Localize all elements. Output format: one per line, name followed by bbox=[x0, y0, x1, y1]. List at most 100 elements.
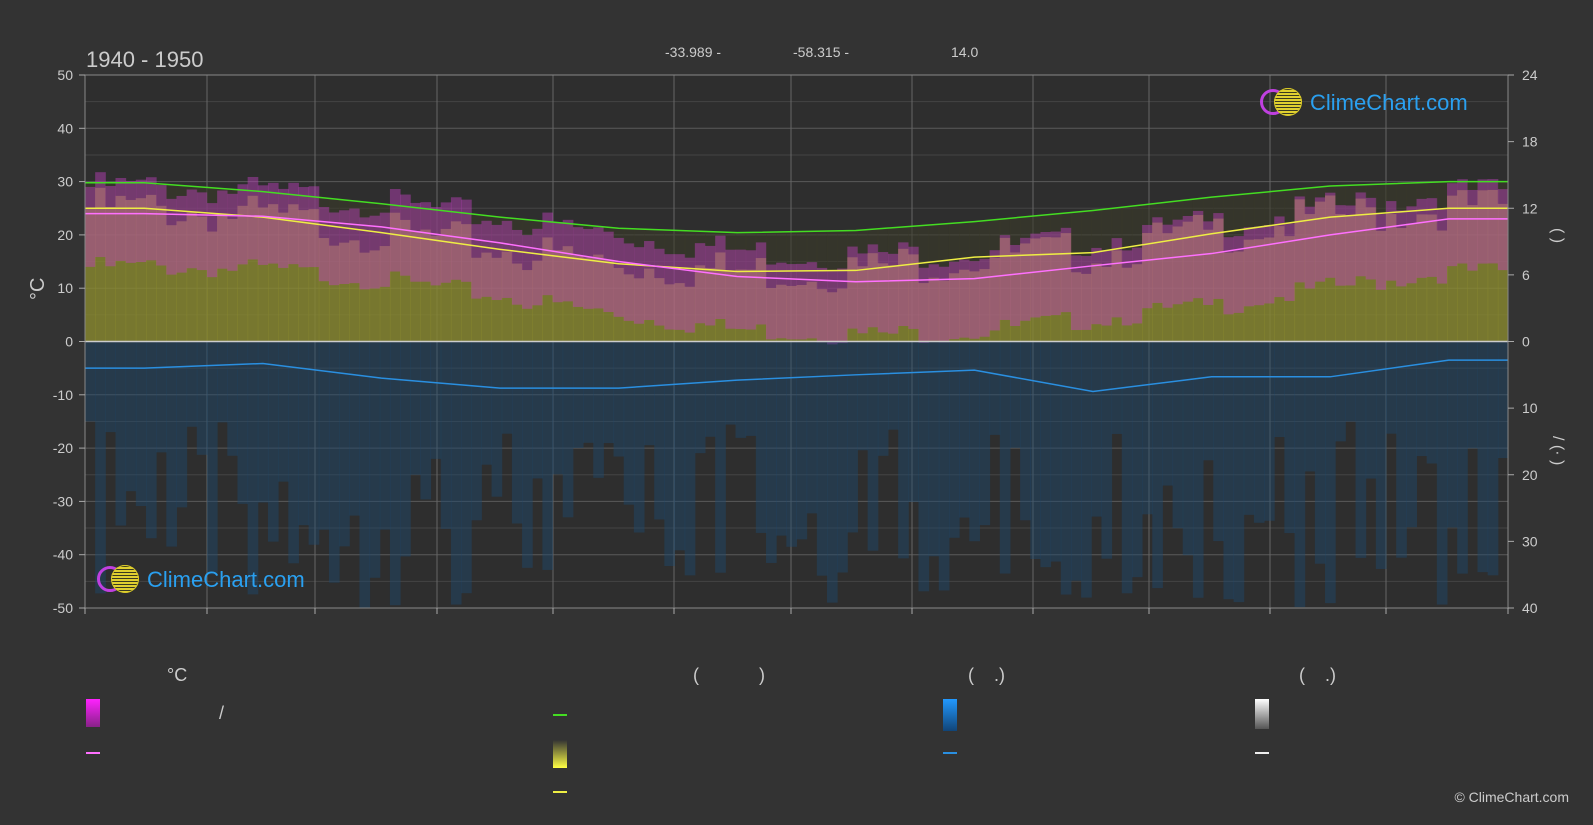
sunshine-band bbox=[1325, 195, 1336, 342]
daylight-band bbox=[1243, 193, 1255, 240]
daylight-band bbox=[298, 195, 310, 211]
sunshine-band bbox=[1142, 232, 1153, 342]
left-tick-label: 40 bbox=[57, 120, 73, 136]
temperature-band bbox=[298, 187, 310, 268]
temperature-band bbox=[796, 263, 808, 340]
legend-line-rain bbox=[943, 752, 957, 754]
sunshine-band bbox=[1335, 214, 1346, 342]
precipitation-band bbox=[806, 341, 818, 514]
precipitation-band bbox=[1121, 341, 1133, 594]
temperature-band bbox=[400, 194, 411, 276]
logo-top[interactable]: ClimeChart.com bbox=[1258, 86, 1468, 120]
right-top-tick-label: 18 bbox=[1522, 134, 1538, 150]
sunshine-band bbox=[522, 270, 533, 342]
precipitation-band bbox=[989, 341, 1001, 435]
temperature-band bbox=[267, 182, 279, 264]
legend-header-snow: ( .) bbox=[1299, 665, 1336, 685]
temperature-band bbox=[1345, 205, 1357, 286]
sunshine-band bbox=[593, 254, 604, 342]
precipitation-band bbox=[1264, 341, 1275, 521]
sunshine-band bbox=[1314, 201, 1326, 342]
daylight-band bbox=[267, 192, 279, 205]
precipitation-band bbox=[95, 341, 106, 594]
precipitation-band bbox=[725, 341, 737, 425]
sunshine-band bbox=[1172, 226, 1184, 342]
precipitation-band bbox=[1426, 341, 1438, 464]
temperature-band bbox=[227, 193, 238, 271]
temperature-band bbox=[1416, 198, 1428, 278]
precipitation-band bbox=[420, 341, 432, 500]
precipitation-band bbox=[623, 341, 635, 505]
daylight-band bbox=[1396, 183, 1407, 229]
daylight-band bbox=[1436, 181, 1448, 231]
temperature-band bbox=[826, 270, 838, 345]
sunshine-band bbox=[908, 254, 919, 342]
daylight-band bbox=[694, 231, 706, 266]
daylight-band bbox=[654, 229, 665, 279]
sunshine-band bbox=[1009, 252, 1021, 342]
precipitation-band bbox=[542, 341, 554, 570]
daylight-band bbox=[705, 231, 716, 268]
sunshine-band bbox=[1233, 251, 1245, 342]
precipitation-band bbox=[694, 341, 706, 454]
temperature-band bbox=[725, 249, 737, 329]
precipitation-band bbox=[593, 341, 604, 478]
sunshine-band bbox=[420, 229, 432, 342]
temperature-band bbox=[450, 197, 462, 280]
left-tick-label: 50 bbox=[57, 67, 73, 83]
sunshine-band bbox=[623, 274, 635, 342]
daylight-band bbox=[308, 196, 320, 210]
daylight-band bbox=[1447, 181, 1458, 196]
precipitation-band bbox=[145, 341, 157, 539]
temperature-band bbox=[1304, 206, 1316, 289]
temperature-band bbox=[206, 203, 218, 278]
temperature-band bbox=[257, 185, 269, 265]
temperature-band bbox=[308, 186, 320, 268]
temperature-band bbox=[176, 195, 188, 273]
precipitation-band bbox=[115, 341, 127, 526]
temperature-band bbox=[786, 264, 797, 340]
sunshine-band bbox=[267, 204, 279, 342]
sunshine-band bbox=[501, 251, 513, 342]
daylight-band bbox=[318, 197, 330, 239]
precipitation-band bbox=[318, 341, 330, 530]
daylight-band bbox=[1009, 217, 1021, 253]
sunshine-band bbox=[1213, 218, 1224, 342]
daylight-band bbox=[1233, 194, 1245, 252]
daylight-band bbox=[603, 227, 615, 260]
daylight-band bbox=[1304, 187, 1316, 215]
daylight-band bbox=[1030, 215, 1041, 239]
precipitation-band bbox=[837, 341, 848, 573]
sunshine-band bbox=[806, 281, 818, 342]
precipitation-band bbox=[674, 341, 686, 551]
precipitation-band bbox=[766, 341, 777, 563]
right-top-tick-label: 12 bbox=[1522, 200, 1538, 216]
temperature-band bbox=[776, 262, 787, 339]
daylight-band bbox=[1091, 210, 1102, 264]
temperature-band bbox=[1182, 215, 1194, 302]
logo-bottom[interactable]: ClimeChart.com bbox=[95, 563, 305, 597]
precipitation-band bbox=[1274, 341, 1285, 438]
precipitation-band bbox=[1436, 341, 1448, 605]
temperature-band bbox=[837, 268, 848, 344]
daylight-band bbox=[339, 199, 350, 243]
temperature-band bbox=[532, 228, 543, 306]
daylight-band bbox=[481, 215, 493, 253]
sunshine-band bbox=[196, 216, 208, 342]
daylight-band bbox=[948, 223, 960, 274]
temperature-band bbox=[999, 235, 1011, 320]
sunshine-band bbox=[288, 204, 299, 342]
sunshine-band bbox=[1203, 229, 1214, 342]
sunshine-band bbox=[166, 225, 177, 342]
precipitation-band bbox=[715, 341, 726, 573]
right-top-tick-label: 6 bbox=[1522, 267, 1530, 283]
left-tick-label: -40 bbox=[53, 547, 73, 563]
precipitation-band bbox=[532, 341, 543, 479]
daylight-band bbox=[969, 221, 980, 272]
daylight-band bbox=[186, 186, 198, 213]
precipitation-band bbox=[430, 341, 442, 459]
precipitation-band bbox=[684, 341, 696, 576]
daylight-band bbox=[826, 230, 838, 293]
temperature-band bbox=[481, 220, 493, 297]
